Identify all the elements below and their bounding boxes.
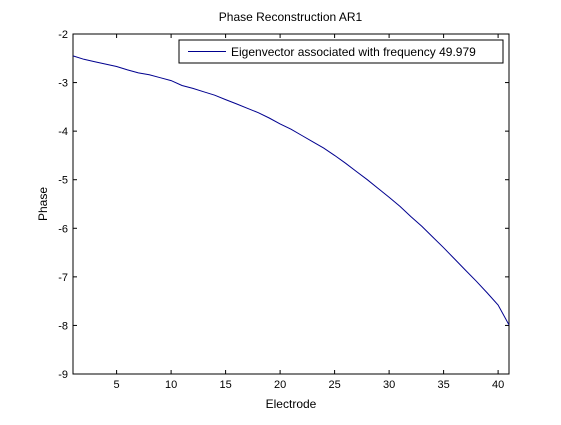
x-tick-label: 30 <box>383 379 395 391</box>
plot-area <box>72 33 510 375</box>
x-tick-label: 10 <box>165 379 177 391</box>
x-tick-labels: 5 10 15 20 25 30 35 40 <box>114 379 505 391</box>
x-tick-label: 5 <box>114 379 120 391</box>
x-tick-label: 15 <box>219 379 231 391</box>
x-tick-marks <box>116 34 499 374</box>
y-tick-label: -7 <box>58 272 68 284</box>
x-tick-label: 40 <box>492 379 504 391</box>
x-axis-label: Electrode <box>266 397 317 411</box>
y-tick-labels: -2 -3 -4 -5 -6 -7 -8 -9 <box>58 29 68 381</box>
x-tick-label: 20 <box>274 379 286 391</box>
series-line <box>72 55 510 326</box>
y-tick-label: -2 <box>58 29 68 41</box>
y-tick-label: -9 <box>58 369 68 381</box>
y-tick-marks <box>73 33 509 375</box>
legend-series-name: Eigenvector associated with frequency 49… <box>231 45 476 59</box>
y-tick-label: -3 <box>58 78 68 90</box>
y-tick-label: -5 <box>58 175 68 187</box>
y-tick-label: -4 <box>58 126 68 138</box>
y-tick-label: -8 <box>58 320 68 332</box>
legend: Eigenvector associated with frequency 49… <box>178 39 504 64</box>
chart-title: Phase Reconstruction AR1 <box>219 10 363 24</box>
legend-box <box>178 39 504 64</box>
x-tick-label: 35 <box>437 379 449 391</box>
x-tick-label: 25 <box>328 379 340 391</box>
y-tick-label: -6 <box>58 223 68 235</box>
y-axis-label: Phase <box>36 187 50 221</box>
